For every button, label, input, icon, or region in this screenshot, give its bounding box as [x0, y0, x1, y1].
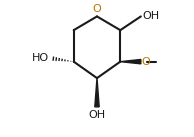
Text: O: O	[93, 4, 101, 14]
Text: O: O	[142, 57, 150, 67]
Text: OH: OH	[142, 11, 159, 21]
Polygon shape	[120, 59, 141, 64]
Polygon shape	[95, 78, 99, 107]
Text: OH: OH	[88, 110, 106, 120]
Text: HO: HO	[32, 53, 49, 62]
